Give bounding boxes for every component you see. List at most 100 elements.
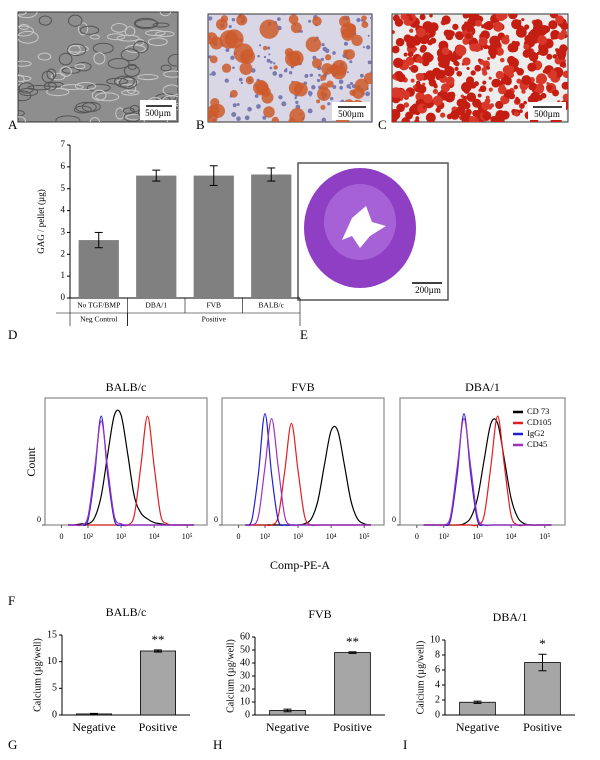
cell [289,71,293,75]
cell [92,42,114,54]
nodule [470,70,476,76]
nodule [534,84,544,95]
nodule [528,51,539,62]
nodule [467,14,479,20]
cell [86,83,111,92]
scale-box [140,100,176,120]
cell [107,58,130,69]
cell [231,111,237,117]
nodule [416,27,426,38]
nodule [392,45,400,54]
nodule [423,93,433,104]
nodule [546,82,550,86]
nodule [406,14,412,17]
x-tick-label: Negative [266,720,309,734]
cell [134,19,159,29]
nodule [245,76,254,85]
cell [124,26,136,37]
cell [211,71,216,76]
nodule [475,19,482,27]
nodule [462,14,469,19]
cell [114,75,135,88]
nodule [521,75,532,86]
nodule [363,72,372,85]
nodule [331,64,347,80]
nodule [395,71,404,80]
x-tick-label: 10⁴ [149,532,160,541]
cell [119,76,138,89]
panel-label: I [403,737,407,752]
cell [18,12,27,16]
nodule [316,99,321,104]
y-tick-label: 0 [61,292,66,302]
y-tick-label: 50 [240,644,250,655]
nodule [503,77,512,86]
cell [346,84,351,89]
cell [167,53,178,67]
cell [159,12,171,17]
nodule [414,118,420,122]
cell [41,70,55,83]
nodule [408,16,414,21]
chart-title: BALB/c [106,380,147,394]
nodule [409,105,419,115]
cell [18,60,32,67]
y-tick-label: 10 [240,696,250,707]
cell [321,42,325,47]
cell [93,52,106,65]
nodule [561,81,568,90]
y-tick-label: 0 [392,515,396,524]
x-tick-label: 10⁴ [326,532,337,541]
cell [91,89,107,101]
nodule [435,107,441,113]
cell [18,109,25,117]
cell [343,41,348,46]
y-tick-label: 0 [214,515,218,524]
legend-label: CD 73 [527,406,549,416]
nodule [453,60,459,66]
cell [332,51,336,55]
y-tick-label: 7 [61,139,66,149]
cell [60,84,84,91]
nodule [495,14,507,21]
nodule [409,28,414,33]
nodule [532,19,543,29]
nodule [464,21,468,25]
nodule [410,64,419,73]
x-tick-label: 10² [83,532,94,541]
nodule [463,87,470,94]
nodule [516,67,525,76]
nodule [456,98,465,108]
cell [18,87,39,97]
cell [38,15,52,26]
nodule [402,90,411,99]
y-tick-label: 0 [435,709,440,720]
nodule [219,30,239,49]
cell [321,117,327,122]
cell [366,45,371,50]
nodule [210,103,225,118]
cell [338,79,344,85]
nodule [536,73,547,85]
scale-label: 200µm [415,285,441,295]
y-tick-label: 6 [435,664,440,675]
cell [27,85,51,91]
cell [89,117,101,122]
cell [18,25,34,37]
nodule [482,111,492,121]
nodule [239,62,253,76]
cell [55,115,81,122]
cell [231,18,236,22]
nodule [521,18,525,22]
nodule [406,38,416,49]
nodule [522,49,531,58]
cell [349,60,353,64]
legend-label: CD45 [527,439,547,449]
image-texture [18,12,178,122]
cell [281,101,287,107]
y-tick-label: 3 [61,226,66,236]
nodule [454,66,459,71]
nodule [555,48,559,52]
cell [356,17,361,23]
nodule [518,102,525,109]
